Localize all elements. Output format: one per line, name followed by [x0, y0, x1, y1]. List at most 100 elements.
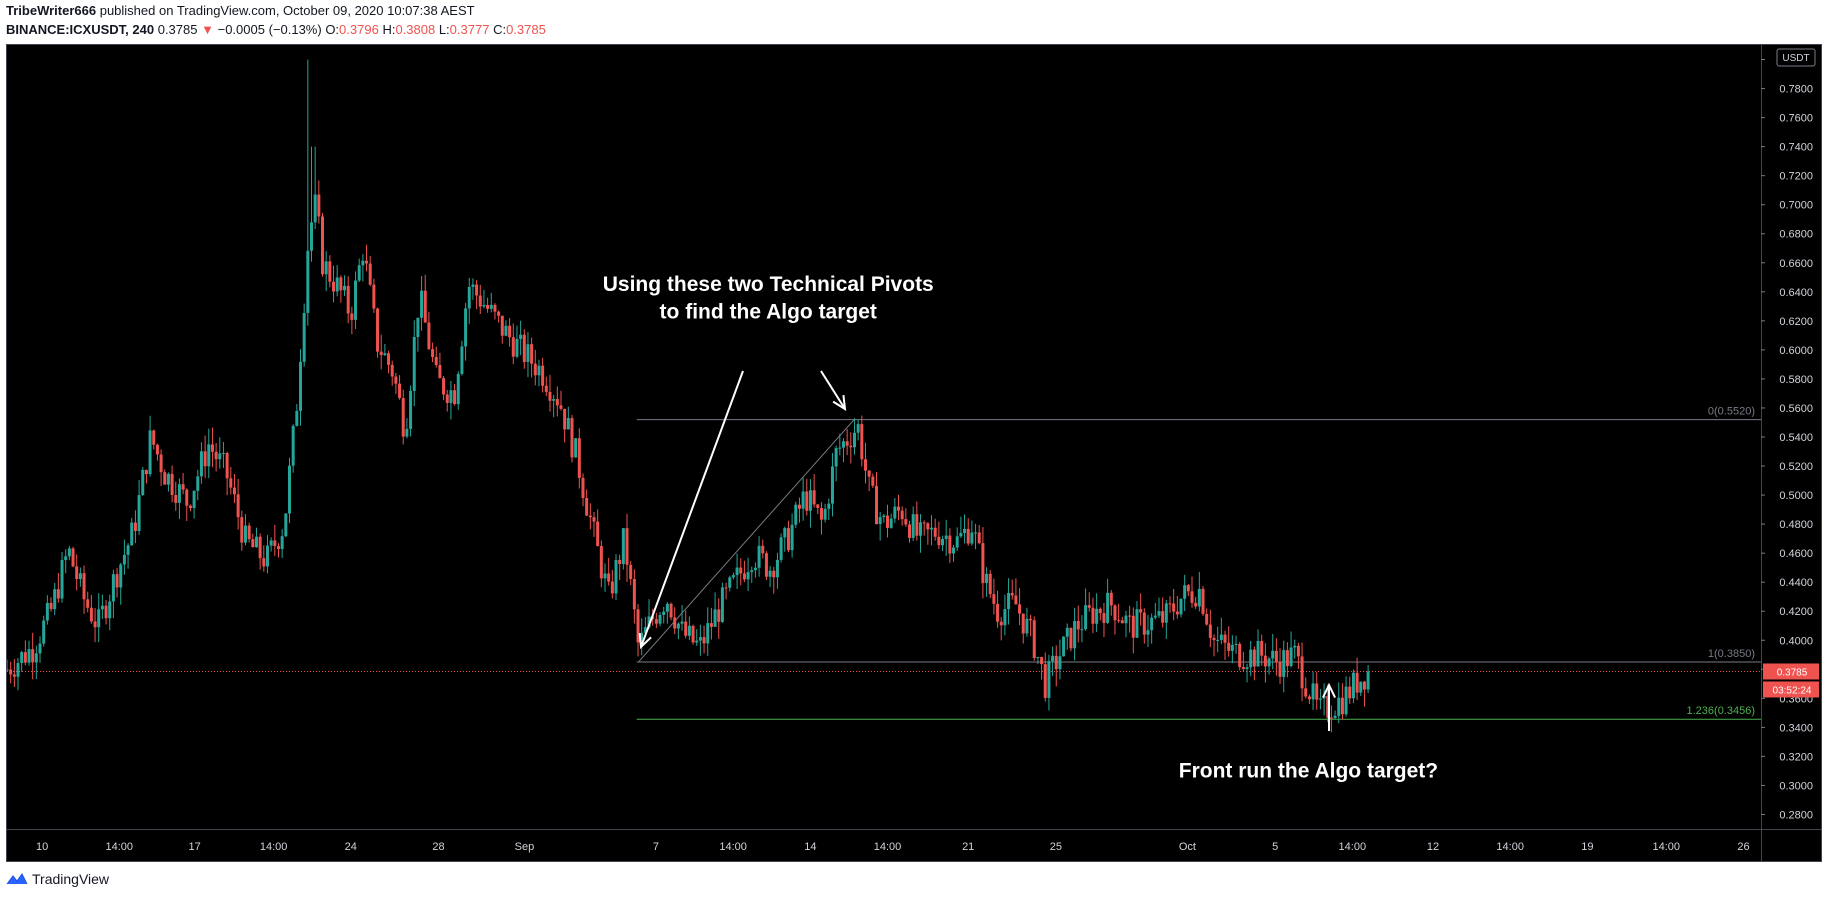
countdown-badge: [1763, 681, 1819, 698]
candle-body: [174, 494, 178, 503]
candle-body: [1161, 611, 1165, 623]
chart-frame[interactable]: 0.28000.30000.32000.34000.36000.38000.40…: [6, 44, 1822, 862]
candle-body: [1080, 629, 1084, 631]
candle-body: [533, 363, 537, 376]
candle-body: [783, 528, 787, 538]
candle-body: [1267, 658, 1271, 667]
candle-body: [478, 295, 482, 307]
candle-body: [460, 346, 464, 374]
candle-body: [922, 522, 926, 524]
y-tick-label: 0.4600: [1779, 548, 1813, 560]
candle-body: [570, 418, 574, 458]
author-name[interactable]: TribeWriter666: [6, 3, 97, 18]
candle-body: [1219, 634, 1223, 640]
candle-body: [852, 432, 856, 448]
x-tick-label: 14: [804, 841, 816, 853]
candle-body: [218, 453, 222, 460]
candle-body: [45, 602, 49, 621]
candle-body: [893, 506, 897, 519]
candle-body: [739, 567, 743, 574]
candle-body: [966, 528, 970, 544]
x-tick-label: 25: [1050, 841, 1062, 853]
price-change: −0.0005 (−0.13%): [217, 22, 322, 37]
candle-body: [963, 528, 967, 533]
candle-body: [93, 621, 97, 628]
candle-body: [1340, 697, 1344, 715]
candle-body: [750, 570, 754, 573]
candle-body: [1289, 647, 1293, 667]
candle-body: [38, 643, 42, 654]
candle-body: [199, 451, 203, 477]
candle-body: [702, 637, 706, 644]
candle-body: [1223, 634, 1227, 643]
price-chart[interactable]: 0.28000.30000.32000.34000.36000.38000.40…: [7, 45, 1821, 861]
candle-body: [350, 313, 354, 320]
candle-body: [908, 524, 912, 538]
candle-body: [900, 510, 904, 520]
candle-body: [324, 261, 328, 275]
candle-body: [1139, 609, 1143, 613]
candle-body: [988, 573, 992, 595]
candle-body: [544, 385, 548, 392]
candle-body: [376, 308, 380, 352]
candle-body: [75, 566, 79, 580]
candle-body: [592, 517, 596, 522]
candle-body: [295, 410, 299, 426]
x-tick-label: Sep: [515, 841, 535, 853]
candle-body: [1315, 683, 1319, 700]
y-tick-label: 0.3400: [1779, 722, 1813, 734]
y-tick-label: 0.7600: [1779, 113, 1813, 125]
candle-body: [177, 484, 181, 503]
symbol-label[interactable]: BINANCE:ICXUSDT, 240: [6, 22, 155, 37]
candle-body: [71, 548, 75, 567]
candle-body: [581, 477, 585, 498]
candle-body: [53, 589, 57, 610]
y-tick-label: 0.6800: [1779, 229, 1813, 241]
candle-body: [871, 476, 875, 486]
candle-body: [577, 438, 581, 478]
candle-body: [1344, 686, 1348, 715]
candle-body: [1208, 624, 1212, 638]
candle-body: [185, 489, 189, 506]
candle-body: [618, 560, 622, 565]
y-tick-label: 0.4000: [1779, 635, 1813, 647]
candle-body: [830, 466, 834, 504]
candle-body: [1135, 609, 1139, 638]
candle-body: [23, 652, 27, 663]
candle-body: [658, 614, 662, 624]
candle-body: [1256, 640, 1260, 667]
candle-body: [1205, 613, 1209, 625]
candle-body: [996, 603, 1000, 622]
candle-body: [383, 353, 387, 356]
candle-body: [137, 495, 141, 532]
x-tick-label: 24: [345, 841, 357, 853]
candle-body: [108, 601, 112, 619]
candle-body: [1157, 611, 1161, 616]
candle-body: [100, 605, 104, 610]
candle-body: [742, 573, 746, 580]
last-price-badge: [1763, 663, 1819, 680]
candle-body: [298, 361, 302, 411]
candle-body: [1054, 655, 1058, 670]
candle-body: [1311, 683, 1315, 700]
candle-body: [232, 487, 236, 495]
candle-body: [221, 453, 225, 455]
open-label: O:: [325, 22, 340, 37]
y-tick-label: 0.5200: [1779, 461, 1813, 473]
candle-body: [856, 424, 860, 433]
candle-body: [548, 391, 552, 401]
candle-body: [328, 261, 332, 282]
candle-body: [552, 399, 556, 401]
candle-body: [680, 621, 684, 624]
candle-body: [1047, 661, 1051, 698]
candle-body: [1216, 639, 1220, 641]
candle-body: [1065, 627, 1069, 637]
pivot-arrow-high-head: [832, 394, 847, 411]
candle-body: [317, 194, 321, 217]
candle-body: [225, 453, 229, 479]
candle-body: [1095, 608, 1099, 624]
candle-body: [952, 547, 956, 554]
candle-body: [111, 574, 115, 602]
brand[interactable]: TradingView: [6, 871, 109, 887]
y-tick-label: 0.6000: [1779, 345, 1813, 357]
